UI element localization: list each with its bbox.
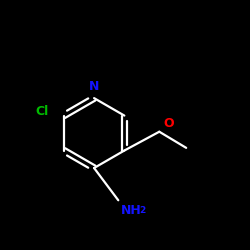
Text: NH: NH [121, 204, 142, 217]
Text: 2: 2 [139, 206, 145, 215]
Text: O: O [163, 118, 174, 130]
Text: Cl: Cl [35, 105, 48, 118]
Text: N: N [89, 80, 99, 93]
